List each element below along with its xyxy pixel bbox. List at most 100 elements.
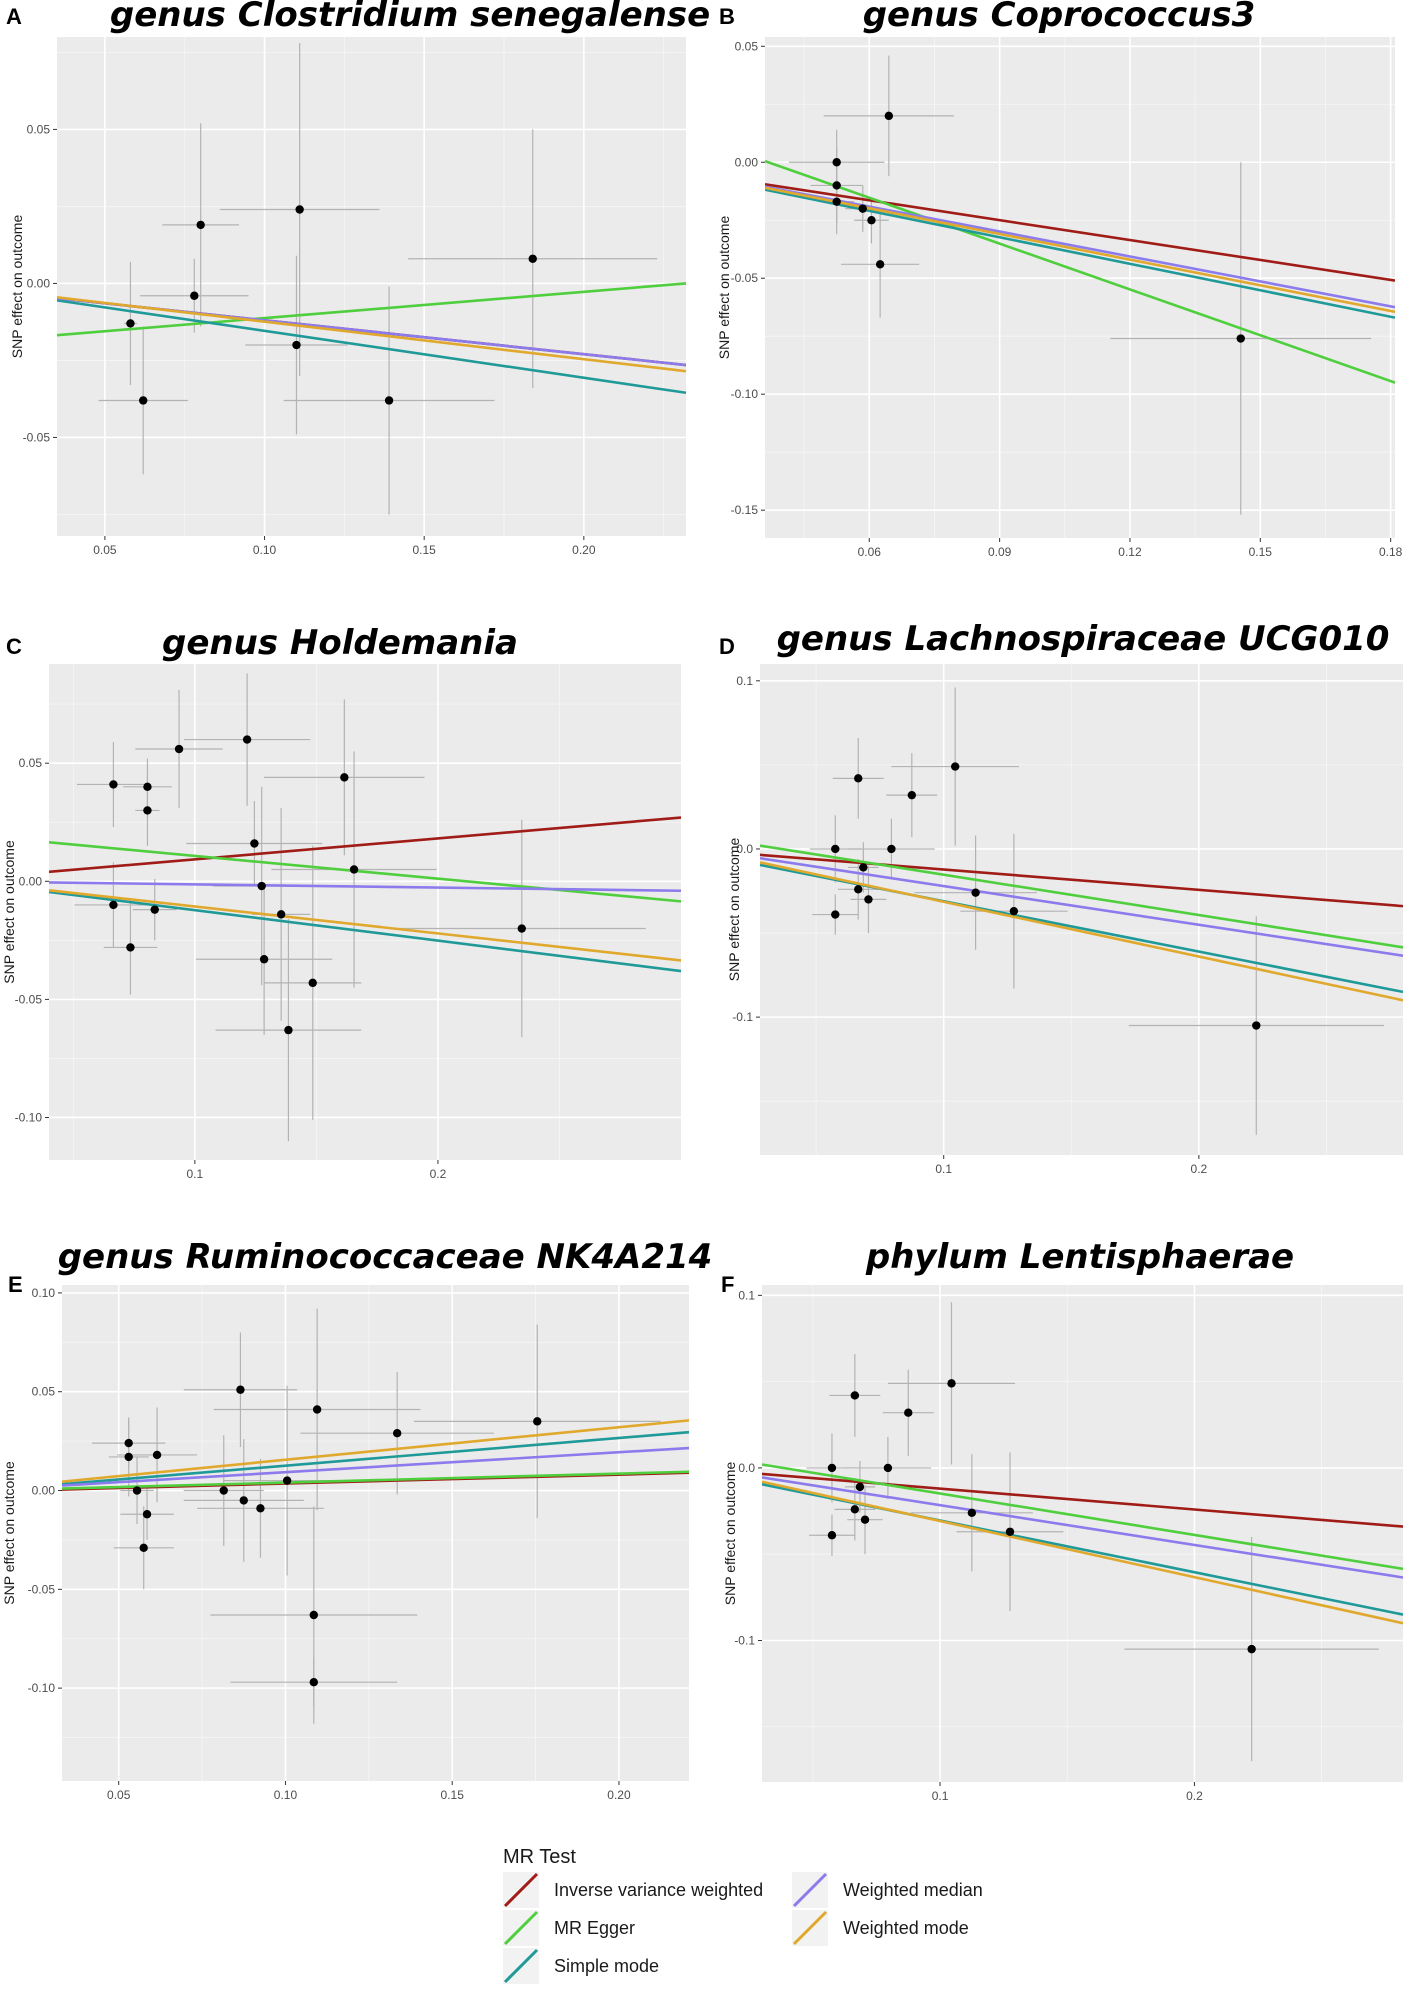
line-egger xyxy=(762,1463,1403,1571)
data-point xyxy=(150,905,159,914)
data-point xyxy=(132,1486,142,1495)
panel-letter: F xyxy=(721,1272,734,1297)
y-tick-label: -0.10 xyxy=(15,1110,43,1124)
legend-label: Inverse variance weighted xyxy=(554,1880,763,1900)
major-gridlines xyxy=(57,37,686,536)
legend-label: Simple mode xyxy=(554,1956,659,1976)
legend-swatch-median xyxy=(792,1872,828,1908)
line-egger xyxy=(760,844,1403,949)
data-point xyxy=(308,978,317,988)
legend-label: Weighted mode xyxy=(843,1918,969,1938)
x-tick-label: 0.05 xyxy=(93,543,117,557)
y-tick-label: 0.10 xyxy=(32,1286,56,1300)
plot-background xyxy=(49,664,681,1160)
data-area xyxy=(765,55,1395,515)
panel-title: genus Holdemania xyxy=(162,623,518,663)
data-point xyxy=(295,205,304,214)
data-point xyxy=(126,943,135,952)
data-point xyxy=(831,844,840,854)
y-axis-label: SNP effect on outcome xyxy=(9,215,25,359)
line-egger xyxy=(62,1470,689,1490)
plot-background xyxy=(760,664,1403,1155)
minor-gridlines xyxy=(57,37,686,536)
panel-letter: A xyxy=(6,4,22,29)
data-point xyxy=(143,806,152,815)
line-wmode xyxy=(62,1419,689,1483)
y-tick-label: 0.05 xyxy=(27,122,51,136)
y-tick-label: 0.0 xyxy=(736,842,753,856)
panel-title: genus Ruminococcaceae NK4A214 xyxy=(58,1237,713,1277)
plot-background xyxy=(765,37,1395,538)
legend-title: MR Test xyxy=(503,1846,576,1868)
data-point xyxy=(143,782,152,792)
y-tick-label: 0.00 xyxy=(27,276,51,290)
line-median xyxy=(762,1476,1403,1579)
y-tick-label: -0.05 xyxy=(28,1582,56,1596)
data-point xyxy=(124,1438,133,1448)
panel-title: genus Coprococcus3 xyxy=(863,0,1256,35)
data-area xyxy=(49,673,681,1142)
data-point xyxy=(1005,1527,1015,1536)
data-point xyxy=(864,895,873,904)
x-tick-label: 0.20 xyxy=(607,1788,631,1802)
x-tick-label: 0.06 xyxy=(858,545,882,559)
panel-title: genus Clostridium senegalense xyxy=(110,0,710,35)
x-tick-label: 0.05 xyxy=(107,1788,131,1802)
line-simple xyxy=(765,188,1395,319)
y-tick-label: -0.05 xyxy=(23,430,51,444)
data-point xyxy=(528,254,537,263)
data-point xyxy=(904,1408,913,1417)
data-point xyxy=(859,863,868,872)
legend-swatch-simple xyxy=(503,1948,539,1984)
data-point xyxy=(196,220,205,230)
data-point xyxy=(854,885,863,894)
data-point xyxy=(875,260,885,269)
x-tick-label: 0.1 xyxy=(932,1789,949,1803)
x-tick-label: 0.09 xyxy=(988,545,1012,559)
legend-item-median: Weighted median xyxy=(792,1872,983,1908)
y-axis-label: SNP effect on outcome xyxy=(1,840,17,984)
plot-background xyxy=(62,1285,689,1781)
major-gridlines xyxy=(765,37,1395,538)
data-point xyxy=(533,1417,542,1426)
data-point xyxy=(850,1391,860,1400)
y-tick-label: 0.1 xyxy=(736,674,753,688)
line-simple xyxy=(57,299,686,395)
line-egger xyxy=(57,282,686,337)
data-point xyxy=(219,1486,228,1495)
data-point xyxy=(1252,1021,1261,1030)
data-point xyxy=(109,780,118,789)
data-point xyxy=(139,396,148,405)
data-point xyxy=(832,158,841,167)
y-axis-label: SNP effect on outcome xyxy=(1,1461,17,1605)
panel-letter: E xyxy=(8,1272,23,1297)
data-point xyxy=(950,762,960,771)
y-axis-label: SNP effect on outcome xyxy=(722,1462,738,1606)
y-axis-label: SNP effect on outcome xyxy=(716,216,732,360)
x-tick-label: 0.18 xyxy=(1379,545,1403,559)
data-point xyxy=(854,774,863,783)
data-point xyxy=(309,1677,319,1687)
line-simple xyxy=(49,890,681,973)
minor-gridlines xyxy=(49,664,681,1160)
line-wmode xyxy=(762,1480,1403,1625)
major-gridlines xyxy=(62,1285,689,1781)
line-median xyxy=(62,1446,689,1487)
data-point xyxy=(109,900,118,910)
panel-title: genus Lachnospiraceae UCG010 xyxy=(777,619,1390,659)
data-point xyxy=(242,735,252,744)
data-area xyxy=(760,687,1403,1135)
data-point xyxy=(831,910,840,919)
y-tick-label: -0.05 xyxy=(731,271,759,285)
data-point xyxy=(827,1463,837,1473)
plot-background xyxy=(762,1285,1403,1782)
minor-gridlines xyxy=(62,1285,689,1781)
data-area xyxy=(62,1308,689,1724)
data-point xyxy=(124,1452,133,1462)
data-point xyxy=(276,910,286,919)
data-point xyxy=(292,340,301,350)
